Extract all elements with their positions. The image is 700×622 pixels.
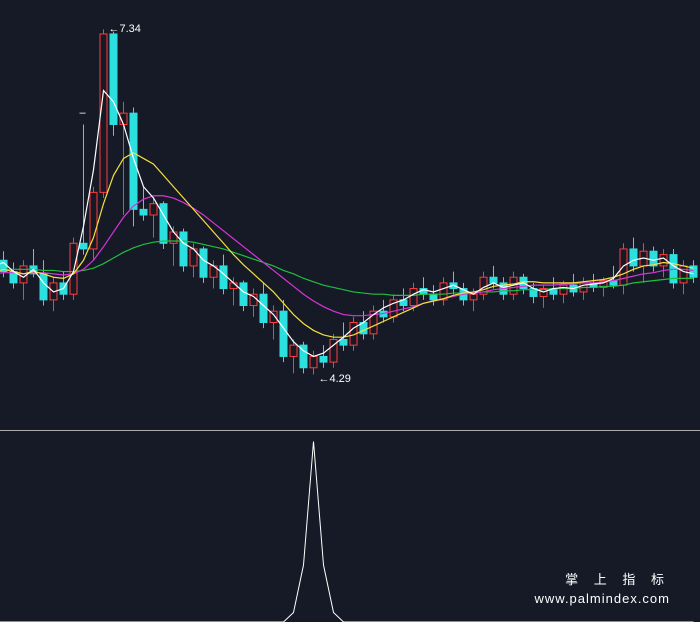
arrow-left-icon: ← [319,373,330,385]
high-price-label: ←7.34 [109,23,141,35]
chart-container: ←7.34 ←4.29 – 掌 上 指 标 www.palmindex.com [0,0,700,622]
watermark-url: www.palmindex.com [535,591,671,606]
panel-divider [0,430,700,431]
candlestick-chart[interactable] [0,0,700,622]
mark-label: – [80,107,86,119]
arrow-left-icon: ← [109,23,120,35]
low-price-label: ←4.29 [319,373,351,385]
watermark-cn: 掌 上 指 标 [565,569,670,588]
